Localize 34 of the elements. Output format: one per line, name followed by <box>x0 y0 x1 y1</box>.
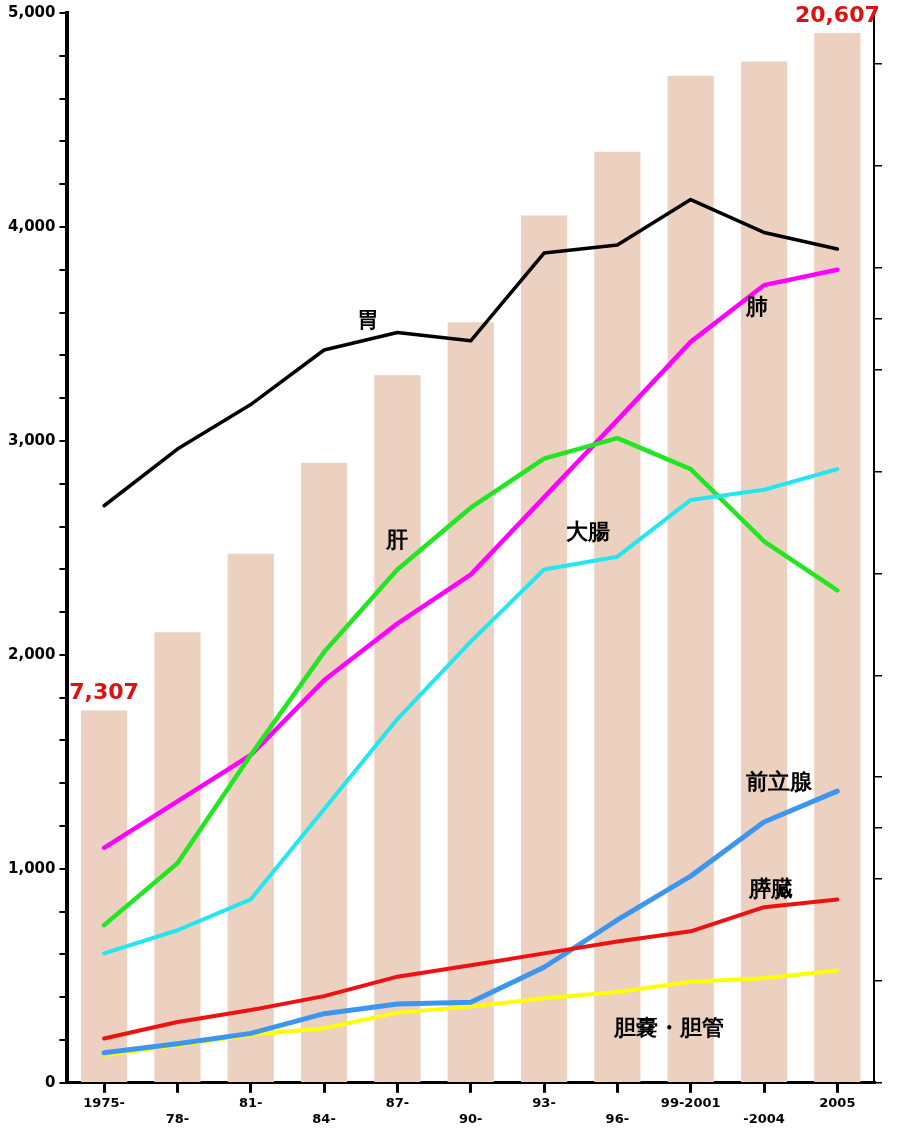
x-tick-label: 84- <box>312 1110 336 1126</box>
series-label: 膵臓 <box>748 875 794 901</box>
bar <box>814 33 861 1083</box>
x-tick-label: 81- <box>239 1094 263 1110</box>
bar <box>300 462 348 1083</box>
x-tick-label: 87- <box>385 1094 410 1110</box>
bar <box>447 322 494 1083</box>
series-label: 前立腺 <box>744 768 813 794</box>
bar <box>520 215 568 1083</box>
bar <box>227 553 274 1083</box>
x-tick-label: 90- <box>458 1110 483 1126</box>
bar <box>374 375 421 1083</box>
x-tick-label: 96- <box>605 1110 630 1126</box>
series-label: 肝 <box>385 527 409 553</box>
x-tick-label: -2004 <box>743 1110 785 1126</box>
series-label: 肺 <box>744 293 768 319</box>
x-tick-label: 99-2001 <box>660 1094 721 1110</box>
data-label: 7,307 <box>69 679 139 705</box>
y-tick-label: 1,000 <box>7 858 56 877</box>
bar <box>154 632 201 1083</box>
y-tick-label: 0 <box>45 1072 56 1091</box>
series-label: 大腸 <box>566 518 611 544</box>
y-tick-label: 4,000 <box>7 216 56 235</box>
series-label: 胆嚢・胆管 <box>612 1015 724 1041</box>
x-tick-label: 2005 <box>819 1094 856 1110</box>
bar <box>81 710 128 1083</box>
x-tick-label: 93- <box>532 1094 556 1110</box>
data-label: 20,607 <box>794 1 880 27</box>
x-tick-label: 78- <box>165 1110 190 1126</box>
x-tick-label: 1975- <box>83 1094 125 1110</box>
y-tick-label: 3,000 <box>7 430 56 449</box>
y-tick-label: 2,000 <box>7 644 56 663</box>
y-tick-label: 5,000 <box>7 2 56 21</box>
series-label: 胃 <box>357 306 380 332</box>
